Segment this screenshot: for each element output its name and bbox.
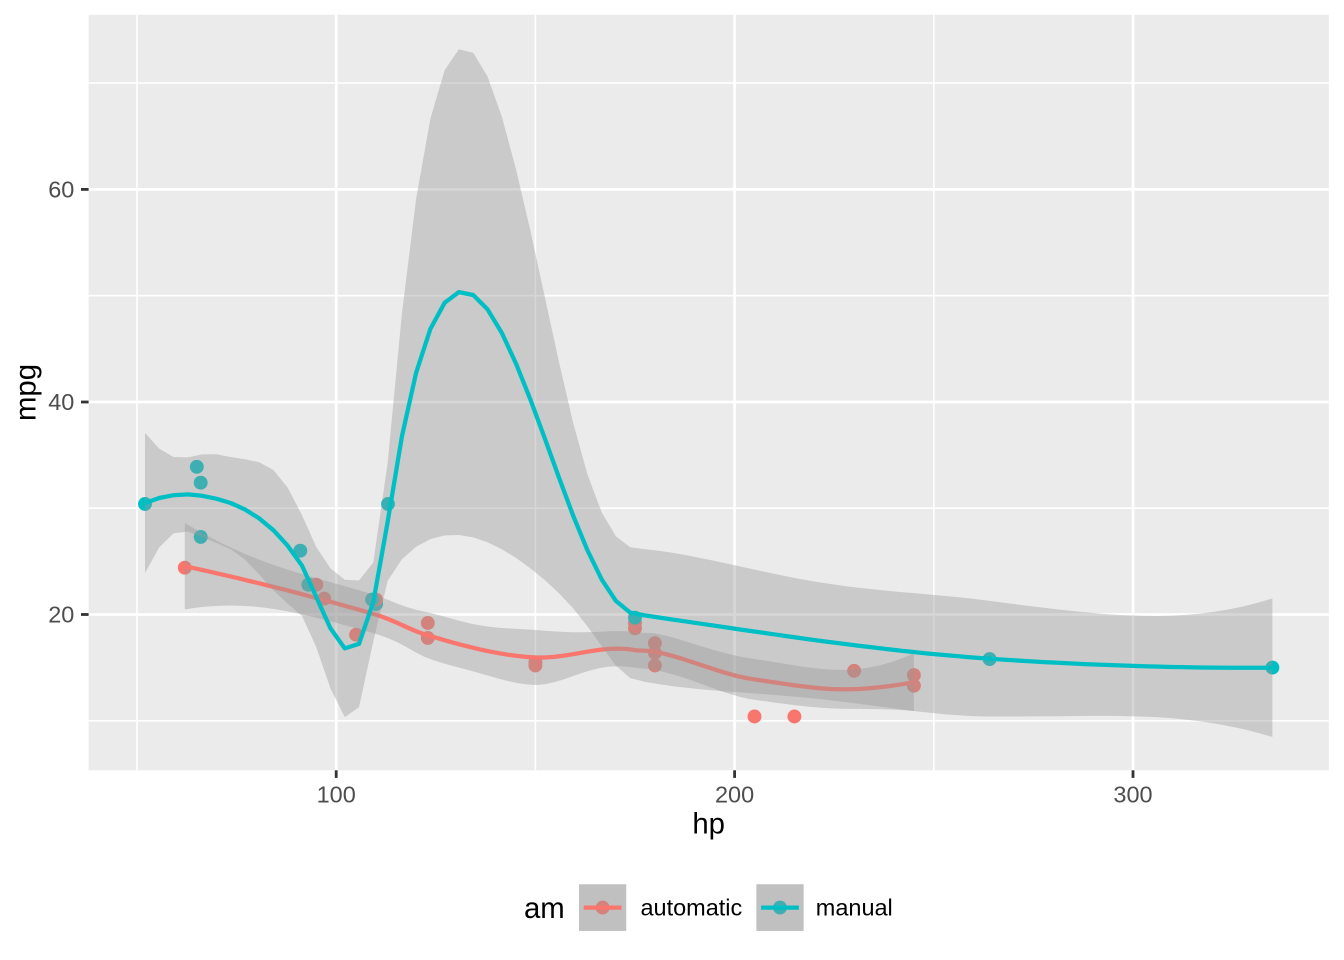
svg-text:mpg: mpg — [9, 364, 42, 421]
svg-text:hp: hp — [692, 808, 725, 841]
svg-text:manual: manual — [816, 895, 893, 921]
svg-text:am: am — [524, 892, 565, 925]
svg-text:40: 40 — [48, 389, 74, 415]
svg-text:20: 20 — [48, 602, 74, 628]
svg-text:100: 100 — [317, 781, 356, 807]
svg-text:automatic: automatic — [641, 895, 743, 921]
svg-text:200: 200 — [715, 781, 754, 807]
svg-text:60: 60 — [48, 177, 74, 203]
svg-text:300: 300 — [1113, 781, 1152, 807]
